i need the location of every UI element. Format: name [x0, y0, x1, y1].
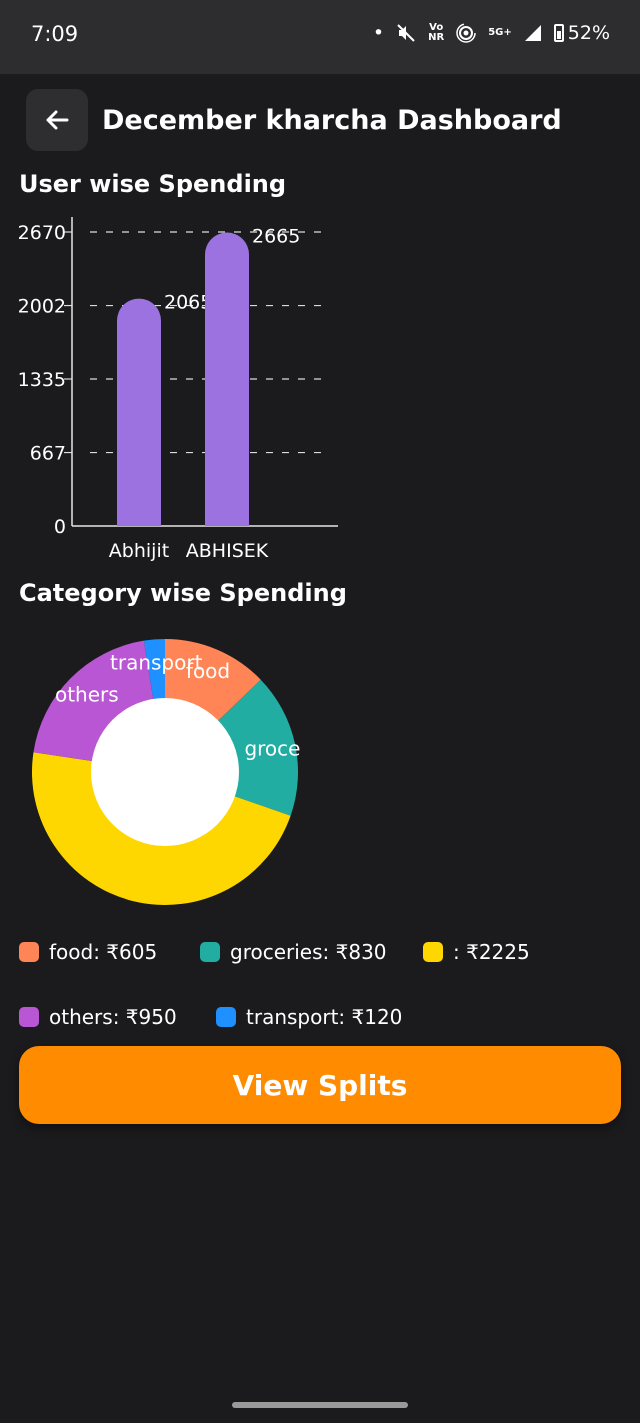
category-spending-title: Category wise Spending	[19, 579, 347, 607]
slice-label: groce	[244, 736, 300, 760]
signal-icon	[524, 25, 541, 41]
volte-icon: Vo NR	[428, 23, 444, 43]
data-label: 2065	[164, 292, 212, 314]
legend-label: groceries: ₹830	[230, 940, 387, 964]
x-tick-label: ABHISEK	[186, 540, 269, 562]
legend-item-groceries: groceries: ₹830	[200, 940, 387, 964]
status-bar: 7:09 • Vo NR 5G+ 52%	[0, 0, 640, 74]
battery-group: 52%	[553, 22, 610, 44]
legend-swatch	[19, 942, 39, 962]
legend-item-others: others: ₹950	[19, 1005, 177, 1029]
legend-item-food: food: ₹605	[19, 940, 157, 964]
battery-icon	[553, 24, 564, 42]
volte-bottom: NR	[428, 32, 445, 43]
data-label: 2665	[252, 226, 300, 248]
battery-percent: 52%	[567, 22, 610, 44]
x-tick-label: Abhijit	[109, 540, 169, 562]
user-spending-chart: 0 667 1335 2002 2670 2065 Abhijit 2665 ABHISEK	[18, 217, 338, 562]
y-tick-label: 2670	[18, 222, 66, 244]
legend-swatch	[19, 1007, 39, 1027]
legend-swatch	[216, 1007, 236, 1027]
back-button[interactable]	[26, 89, 88, 151]
page-title: December kharcha Dashboard	[102, 104, 562, 136]
volte-top: Vo	[429, 22, 444, 33]
legend-swatch	[423, 942, 443, 962]
legend-label: : ₹2225	[453, 940, 530, 964]
donut-hole	[91, 698, 239, 846]
home-indicator[interactable]	[232, 1402, 408, 1408]
y-tick-label: 2002	[18, 296, 66, 318]
status-icons: • Vo NR 5G+ 52%	[373, 22, 610, 44]
legend-label: others: ₹950	[49, 1005, 177, 1029]
slice-label: transport	[110, 650, 203, 674]
bar-abhijit	[117, 298, 161, 526]
dot-icon: •	[372, 22, 385, 44]
hotspot-icon	[456, 23, 476, 43]
arrow-left-icon	[46, 110, 69, 130]
slice-label: food	[186, 659, 230, 683]
status-time: 7:09	[31, 22, 79, 46]
y-tick-label: 0	[54, 516, 66, 538]
mute-icon	[397, 24, 415, 42]
legend-item-unnamed: : ₹2225	[423, 940, 530, 964]
network-type: 5G+	[488, 27, 512, 38]
user-spending-title: User wise Spending	[19, 170, 287, 198]
legend-swatch	[200, 942, 220, 962]
bar-abhisek	[205, 232, 249, 526]
y-tick-label: 667	[30, 443, 66, 465]
page-header: December kharcha Dashboard	[26, 89, 562, 151]
legend-label: transport: ₹120	[246, 1005, 403, 1029]
view-splits-button[interactable]: View Splits	[19, 1046, 621, 1124]
legend-label: food: ₹605	[49, 940, 158, 964]
slice-label: others	[55, 683, 119, 707]
y-tick-label: 1335	[18, 369, 66, 391]
legend-item-transport: transport: ₹120	[216, 1005, 402, 1029]
category-spending-chart: food groce others transport	[31, 639, 300, 906]
